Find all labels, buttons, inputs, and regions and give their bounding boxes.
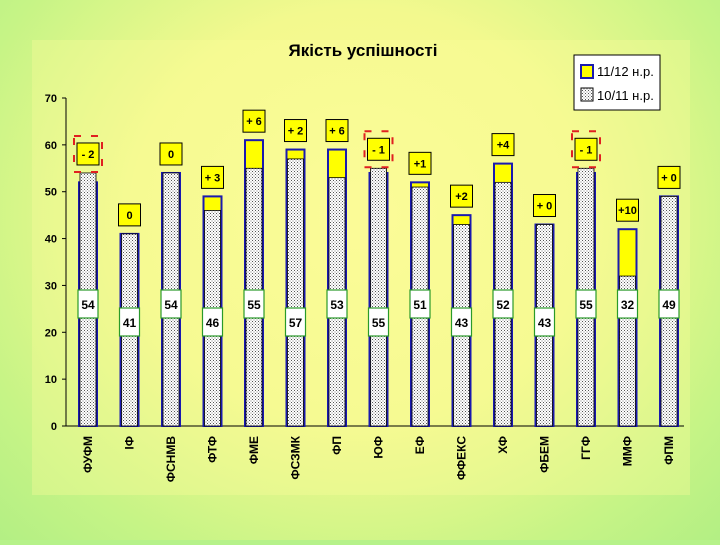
change-label: + 6 — [246, 116, 262, 128]
value-box — [243, 289, 265, 319]
change-label: - 1 — [580, 144, 593, 156]
value-label: 54 — [164, 298, 178, 312]
value-label: 53 — [330, 298, 344, 312]
y-tick-label: 60 — [45, 140, 57, 152]
change-label: + 6 — [329, 126, 345, 138]
change-label: +1 — [414, 158, 427, 170]
value-box — [284, 307, 307, 337]
category-label: ФБЕМ — [538, 436, 552, 473]
category-label: ІФ — [123, 436, 137, 450]
value-label: 49 — [662, 298, 676, 312]
value-box — [575, 289, 597, 319]
category-label: ФТФ — [206, 436, 220, 463]
change-label: +10 — [618, 205, 637, 217]
change-label: + 0 — [661, 172, 677, 184]
category-label: ГГФ — [579, 436, 593, 460]
value-box — [409, 289, 431, 319]
value-label: 57 — [289, 316, 303, 330]
value-box — [492, 289, 514, 319]
value-label: 55 — [247, 298, 261, 312]
value-label: 51 — [413, 298, 427, 312]
value-label: 54 — [81, 298, 95, 312]
change-label: + 2 — [288, 126, 304, 138]
category-label: ЕФ — [413, 436, 427, 454]
change-box — [657, 165, 681, 189]
value-box — [118, 307, 141, 337]
legend-label-new: 11/12 н.р. — [597, 64, 654, 79]
change-box — [159, 142, 183, 166]
bars-layer — [78, 139, 679, 428]
y-tick-label: 30 — [45, 280, 57, 292]
value-label: 55 — [372, 316, 386, 330]
value-box — [367, 307, 390, 337]
legend-label-old: 10/11 н.р. — [597, 88, 654, 103]
category-label: ХФ — [496, 436, 510, 454]
value-box — [450, 307, 473, 337]
change-box — [491, 133, 515, 157]
category-label: ММФ — [621, 436, 635, 466]
category-label: ФМЕ — [247, 436, 261, 464]
change-box — [201, 165, 224, 189]
change-label: +2 — [455, 191, 468, 203]
value-label: 43 — [455, 316, 469, 330]
change-label: + 0 — [537, 201, 553, 213]
category-label: ФП — [330, 436, 344, 455]
y-tick-label: 10 — [45, 374, 57, 386]
change-label: + 3 — [205, 172, 221, 184]
value-box — [77, 289, 99, 319]
change-box — [408, 151, 432, 175]
legend: 11/12 н.р. 10/11 н.р. — [573, 54, 661, 111]
change-box — [325, 119, 349, 143]
change-label: - 1 — [372, 144, 385, 156]
category-label: ФФЕКС — [455, 436, 469, 480]
chart-title: Якість успішності — [289, 41, 438, 60]
bar-old — [287, 158, 304, 427]
category-label: ФСЗМК — [289, 435, 303, 479]
value-label: 32 — [621, 298, 635, 312]
value-box — [616, 289, 639, 319]
change-label: +4 — [497, 140, 510, 152]
value-box — [160, 289, 182, 319]
legend-swatch-new — [580, 64, 594, 79]
change-box — [242, 109, 266, 133]
change-box — [574, 137, 598, 161]
value-box — [201, 307, 224, 337]
value-label: 46 — [206, 316, 220, 330]
legend-swatch-old — [580, 87, 594, 102]
y-tick-label: 70 — [45, 93, 57, 105]
value-label: 43 — [538, 316, 552, 330]
change-box — [118, 203, 141, 227]
y-tick-label: 20 — [45, 327, 57, 339]
change-box — [284, 119, 307, 143]
change-box — [533, 194, 556, 218]
category-label: ЮФ — [372, 436, 386, 459]
bar-old — [370, 167, 387, 427]
value-box — [326, 289, 348, 319]
change-label: - 2 — [82, 149, 95, 161]
change-box — [367, 137, 390, 161]
change-label: 0 — [168, 149, 174, 161]
y-tick-label: 0 — [51, 421, 57, 433]
category-label: ФУФМ — [81, 436, 95, 473]
change-box — [76, 142, 100, 166]
change-box — [450, 184, 473, 208]
value-label: 52 — [496, 298, 510, 312]
value-label: 55 — [579, 298, 593, 312]
labels-layer: 54 - 2 ФУФМ 41 0 ІФ 54 0 ФСНМВ 46 + 3 ФТФ 55 + 6 ФМЕ 57… — [73, 109, 681, 483]
value-box — [533, 307, 556, 337]
change-box — [616, 198, 639, 222]
value-label: 41 — [123, 316, 137, 330]
category-label: ФСНМВ — [164, 436, 178, 483]
y-tick-label: 40 — [45, 234, 57, 246]
change-label: 0 — [126, 210, 132, 222]
y-tick-label: 50 — [45, 187, 57, 199]
category-label: ФПМ — [662, 436, 676, 465]
value-box — [658, 289, 680, 319]
